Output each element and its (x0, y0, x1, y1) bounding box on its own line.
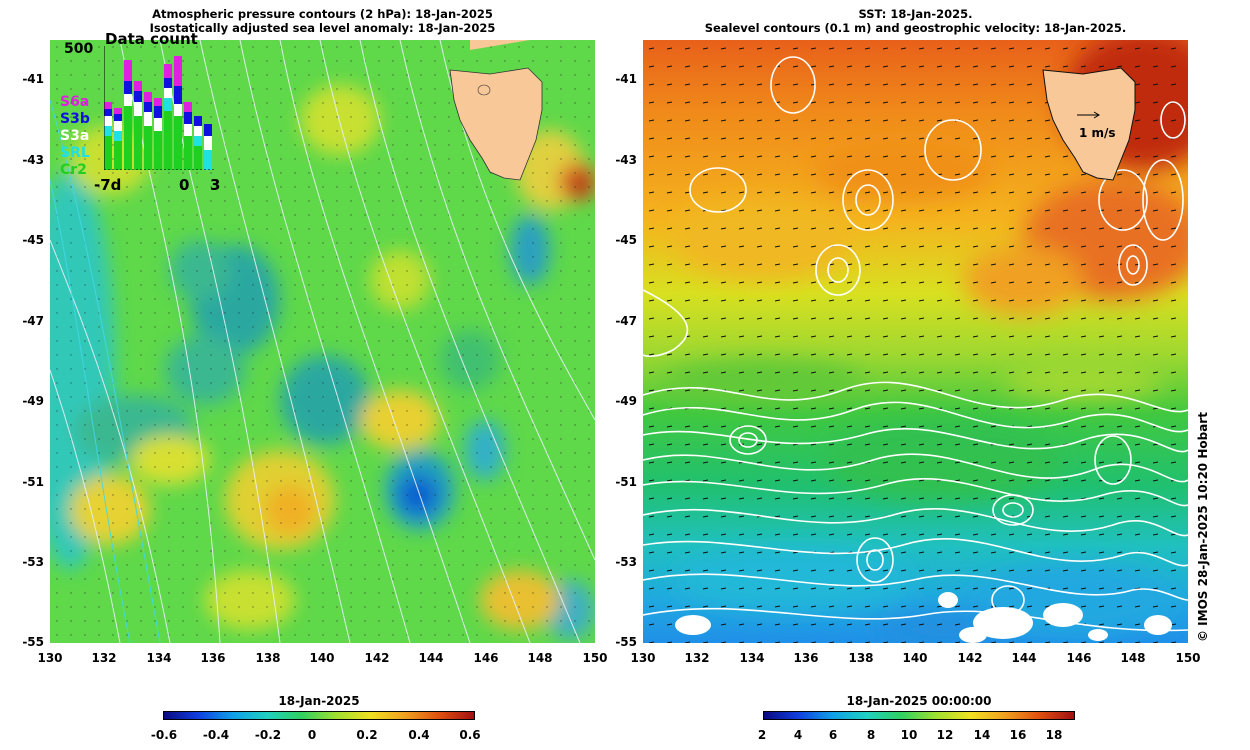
tasmania-land (1042, 67, 1136, 181)
inset-x-label-zero: 0 (179, 176, 190, 194)
lon-tick: 136 (793, 651, 819, 665)
sla-colorbar-date: 18-Jan-2025 (278, 694, 360, 708)
lon-tick: 136 (200, 651, 226, 665)
lat-tick: -47 (615, 314, 637, 328)
pressure-contours (50, 40, 595, 643)
lon-tick: 130 (37, 651, 63, 665)
lon-tick: 132 (684, 651, 710, 665)
sst-cb-tick: 10 (900, 728, 918, 742)
lat-tick: -41 (615, 72, 637, 86)
pressure-contours-cyan (50, 99, 161, 643)
sst-cb-tick: 12 (936, 728, 954, 742)
data-count-ymax: 500 (64, 41, 94, 57)
lat-tick: -45 (22, 233, 44, 247)
lon-tick: 138 (255, 651, 281, 665)
sla-cb-tick: -0.6 (150, 728, 178, 742)
lon-tick: 146 (1066, 651, 1092, 665)
lon-tick: 140 (309, 651, 335, 665)
lon-tick: 150 (1175, 651, 1201, 665)
sealevel-contours (643, 56, 1188, 632)
right-title-line2: Sealevel contours (0.1 m) and geostrophi… (704, 21, 1127, 35)
sst-cb-tick: 6 (828, 728, 838, 742)
data-count-bars (104, 46, 216, 170)
king-island (477, 84, 491, 96)
mainland-edge (470, 40, 530, 50)
lon-tick: 132 (91, 651, 117, 665)
legend-s3b: S3b (60, 111, 90, 127)
lat-tick: -55 (615, 635, 637, 649)
legend-s6a: S6a (60, 94, 90, 110)
bars (104, 56, 212, 170)
sst-cb-tick: 18 (1045, 728, 1063, 742)
right-title: SST: 18-Jan-2025. Sealevel contours (0.1… (643, 7, 1188, 35)
left-title-line2: Isostatically adjusted sea level anomaly… (149, 21, 496, 35)
left-title: Atmospheric pressure contours (2 hPa): 1… (50, 7, 595, 35)
sst-map (643, 40, 1188, 643)
lon-tick: 148 (527, 651, 553, 665)
lon-tick: 130 (630, 651, 656, 665)
tasmania-land (449, 67, 543, 181)
data-count-inset: Data count 500 S6a S3b S3a SRL Cr2 -7d 0… (60, 30, 220, 194)
sla-map (50, 40, 595, 643)
lon-tick: 146 (473, 651, 499, 665)
sla-map-svg (50, 40, 595, 643)
lat-tick: -51 (22, 475, 44, 489)
lat-tick: -43 (22, 153, 44, 167)
sst-map-svg (643, 40, 1188, 643)
sst-cb-tick: 2 (757, 728, 767, 742)
right-title-line1: SST: 18-Jan-2025. (858, 7, 973, 21)
lon-tick: 144 (418, 651, 444, 665)
lon-tick: 148 (1120, 651, 1146, 665)
lon-tick: 134 (146, 651, 172, 665)
sla-cb-tick: 0 (307, 728, 317, 742)
lon-tick: 138 (848, 651, 874, 665)
lon-tick: 150 (582, 651, 608, 665)
velocity-scale-arrowhead (1093, 111, 1100, 119)
lon-tick: 142 (364, 651, 390, 665)
lat-tick: -55 (22, 635, 44, 649)
sst-cb-tick: 14 (973, 728, 991, 742)
lat-tick: -53 (615, 555, 637, 569)
sla-cb-tick: 0.6 (459, 728, 481, 742)
imos-credit: © IMOS 28-Jan-2025 10:20 Hobart (1196, 412, 1210, 642)
sst-colorbar-date: 18-Jan-2025 00:00:00 (846, 694, 992, 708)
lat-tick: -45 (615, 233, 637, 247)
velocity-scale-label: 1 m/s (1079, 126, 1116, 140)
left-title-line1: Atmospheric pressure contours (2 hPa): 1… (152, 7, 493, 21)
lon-tick: 140 (902, 651, 928, 665)
legend-srl: SRL (60, 145, 90, 161)
legend-s3a: S3a (60, 128, 90, 144)
sst-cb-tick: 16 (1009, 728, 1027, 742)
lon-tick: 142 (957, 651, 983, 665)
sla-cb-tick: -0.4 (202, 728, 230, 742)
lat-tick: -51 (615, 475, 637, 489)
lat-tick: -49 (22, 394, 44, 408)
inset-x-label-end: 3 (210, 176, 221, 194)
lat-tick: -43 (615, 153, 637, 167)
missing-data-patches (675, 592, 1172, 643)
lon-tick: 134 (739, 651, 765, 665)
lat-tick: -41 (22, 72, 44, 86)
lon-tick: 144 (1011, 651, 1037, 665)
sst-cb-tick: 4 (793, 728, 803, 742)
lat-tick: -53 (22, 555, 44, 569)
sst-cb-tick: 8 (866, 728, 876, 742)
sla-cb-tick: -0.2 (254, 728, 282, 742)
sst-colorbar (763, 711, 1075, 720)
inset-legend: S6a S3b S3a SRL Cr2 (60, 94, 90, 179)
inset-x-label-start: -7d (94, 176, 122, 194)
lat-tick: -47 (22, 314, 44, 328)
data-count-title: Data count (105, 30, 198, 48)
sla-colorbar (163, 711, 475, 720)
lat-tick: -49 (615, 394, 637, 408)
sla-cb-tick: 0.2 (356, 728, 378, 742)
legend-cr2: Cr2 (60, 162, 87, 178)
sla-cb-tick: 0.4 (408, 728, 430, 742)
